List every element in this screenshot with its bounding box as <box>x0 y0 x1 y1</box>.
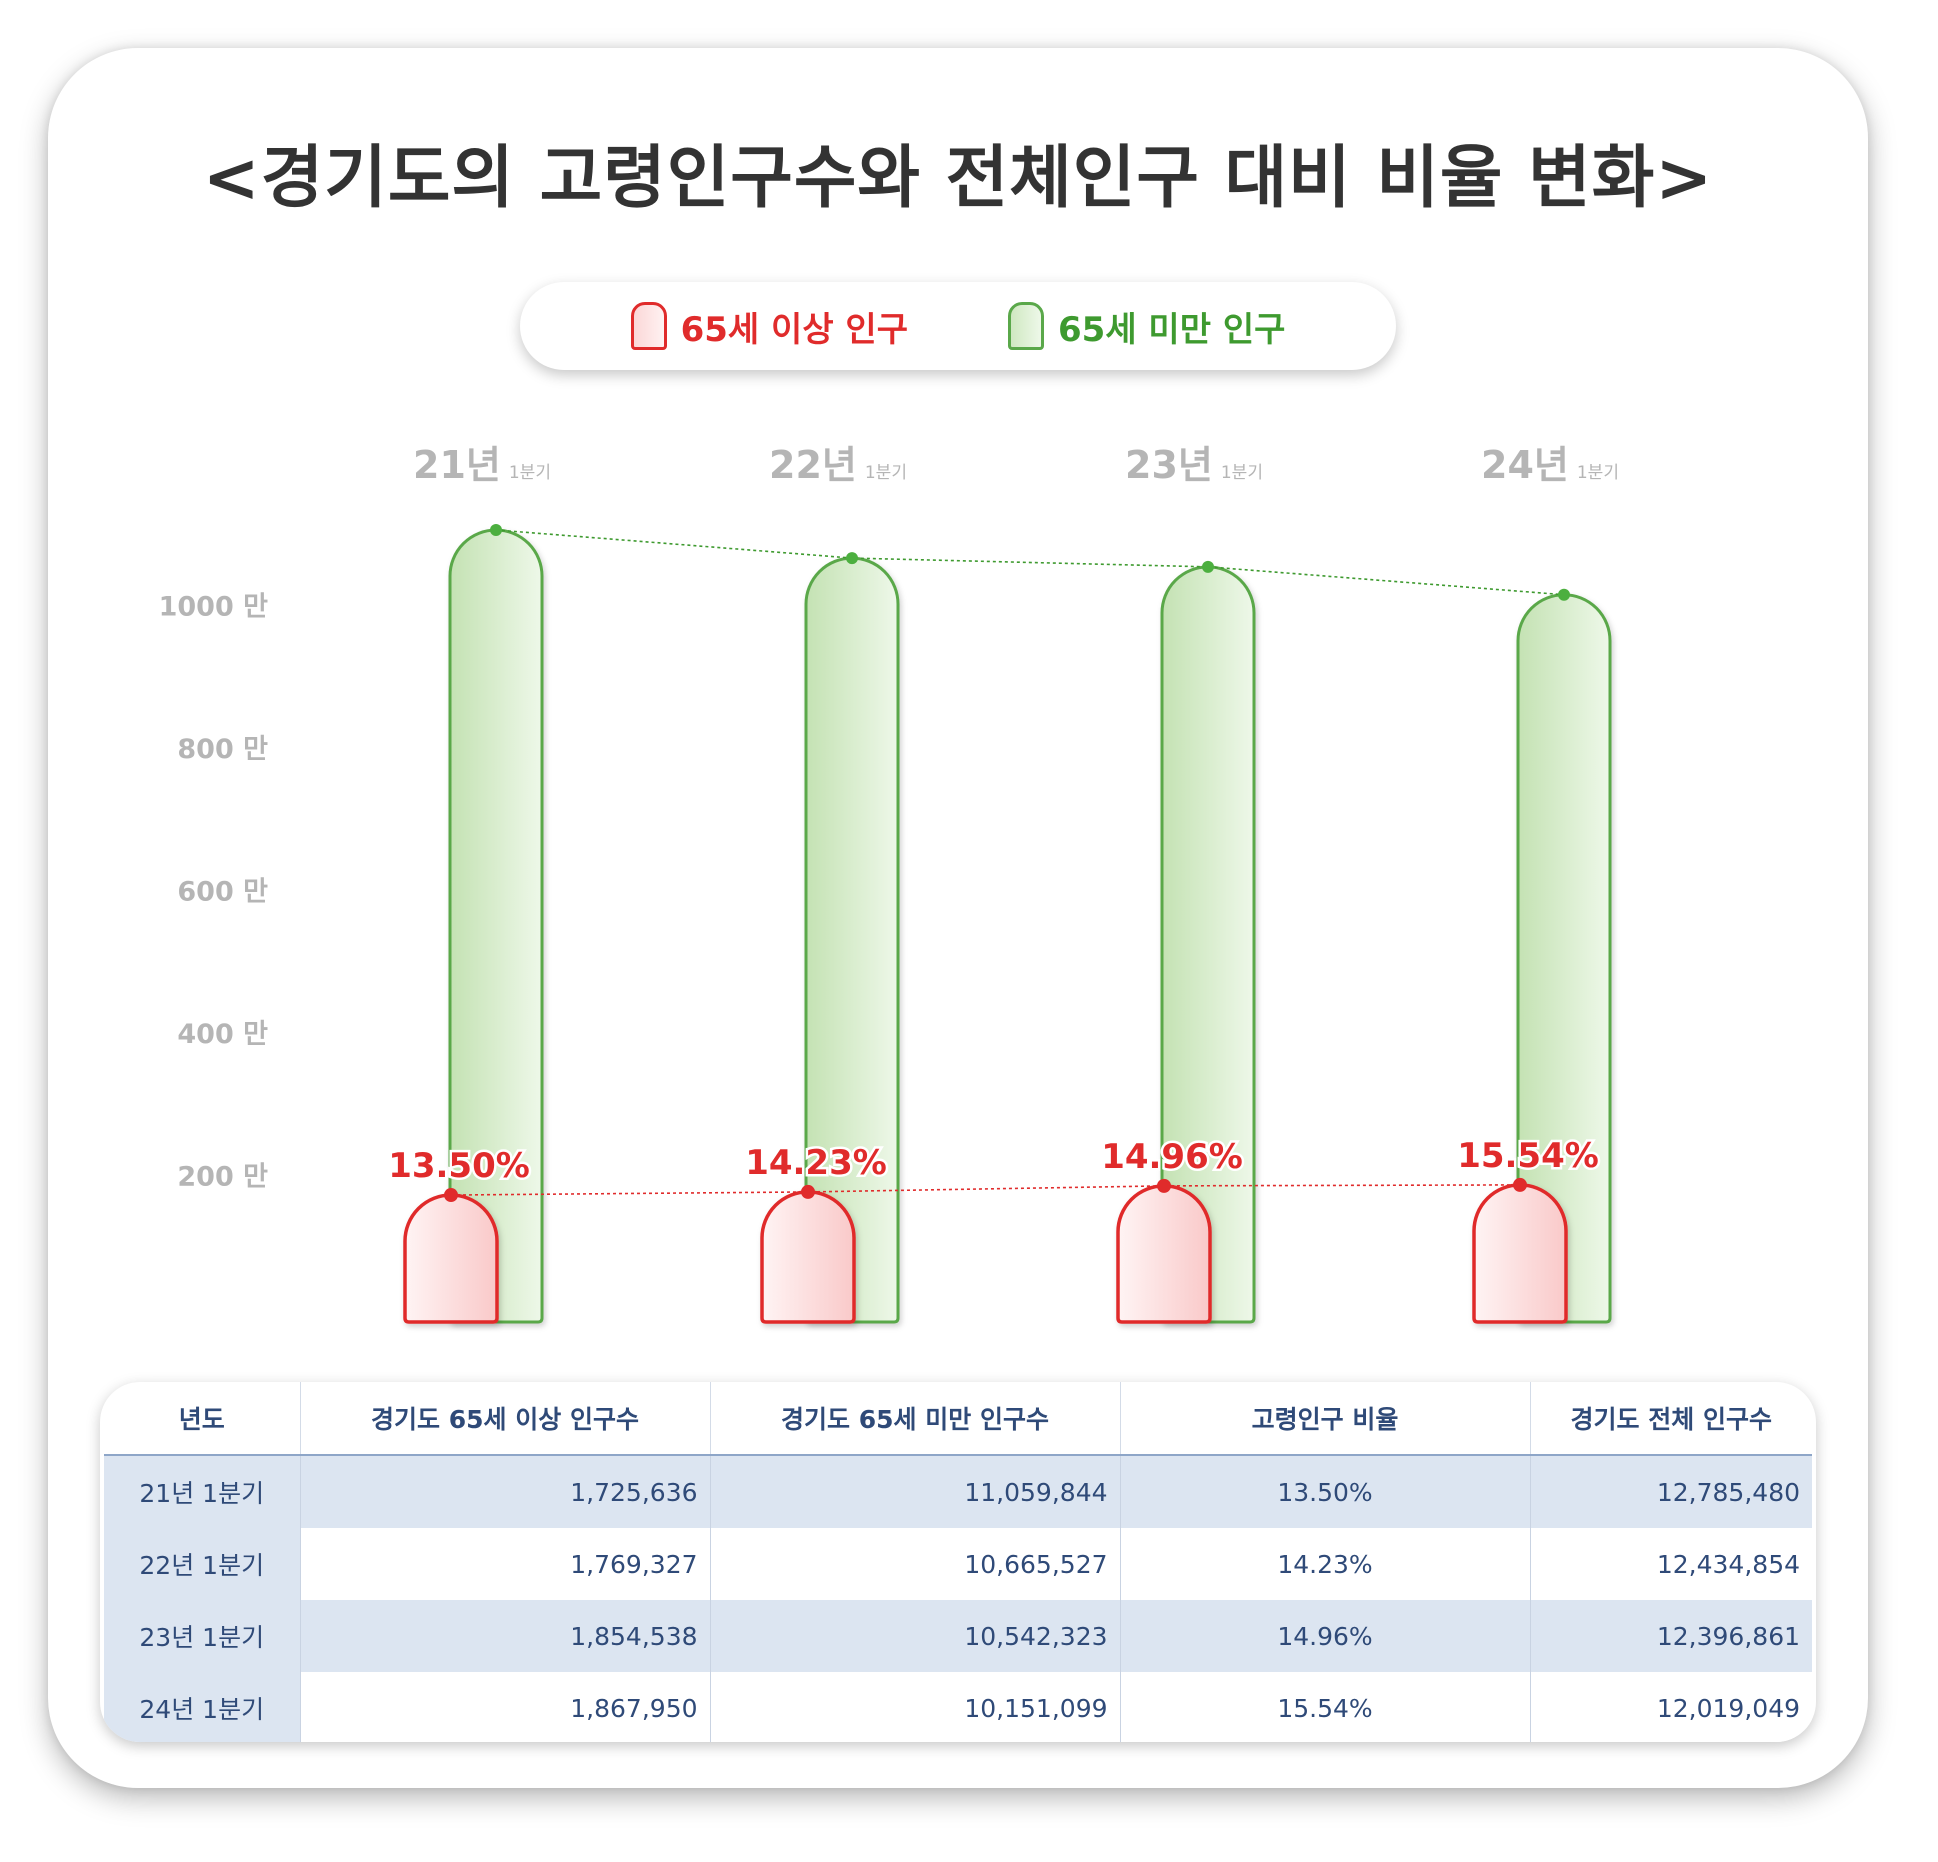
data-table: 년도 경기도 65세 이상 인구수 경기도 65세 미만 인구수 고령인구 비율… <box>104 1382 1812 1742</box>
table-cell-year: 21년 1분기 <box>104 1455 300 1528</box>
table-header-year: 년도 <box>104 1382 300 1456</box>
series-elderly <box>403 1183 1568 1324</box>
table-row: 21년 1분기 1,725,636 11,059,844 13.50% 12,7… <box>104 1455 1812 1528</box>
ratio-label: 15.54% <box>1457 1136 1599 1176</box>
table-cell-ratio: 14.96% <box>1119 1600 1530 1672</box>
legend-swatch-non-elderly <box>1008 302 1044 350</box>
point-elderly <box>801 1184 815 1199</box>
bar-elderly <box>760 1190 856 1324</box>
x-tick-label: 21년 1분기 <box>413 443 551 487</box>
ratio-label: 13.50% <box>388 1146 530 1186</box>
y-tick-label: 200 만 <box>177 1162 268 1193</box>
table-header-non-elderly: 경기도 65세 미만 인구수 <box>709 1382 1120 1456</box>
table-cell-total: 12,434,854 <box>1529 1528 1812 1600</box>
legend-swatch-elderly <box>630 302 667 350</box>
point-non-elderly <box>490 523 502 536</box>
y-tick-label: 1000 만 <box>159 592 269 623</box>
table-cell-total: 12,396,861 <box>1529 1600 1812 1672</box>
point-non-elderly <box>846 552 858 565</box>
table-cell-non-elderly: 10,665,527 <box>709 1528 1120 1600</box>
x-axis-labels: 21년 1분기 22년 1분기 23년 1분기 24년 1분기 <box>413 443 1619 487</box>
legend-label-non-elderly: 65세 미만 인구 <box>1058 309 1286 350</box>
table-cell-non-elderly: 11,059,844 <box>709 1455 1120 1528</box>
ratio-labels: 13.50% 14.23% 14.96% 15.54% <box>386 1133 1602 1188</box>
table-cell-non-elderly: 10,151,099 <box>709 1672 1120 1742</box>
data-table-container: 년도 경기도 65세 이상 인구수 경기도 65세 미만 인구수 고령인구 비율… <box>100 1382 1816 1742</box>
table-cell-elderly: 1,867,950 <box>299 1672 710 1742</box>
series-non-elderly <box>448 528 1612 1324</box>
table-cell-ratio: 13.50% <box>1119 1455 1530 1528</box>
point-non-elderly <box>1202 560 1214 573</box>
point-elderly <box>1513 1177 1527 1192</box>
table-header-total: 경기도 전체 인구수 <box>1529 1382 1812 1456</box>
legend: 65세 이상 인구 65세 미만 인구 <box>520 282 1396 370</box>
point-non-elderly <box>1558 588 1570 601</box>
point-elderly <box>444 1188 458 1203</box>
table-row: 24년 1분기 1,867,950 10,151,099 15.54% 12,0… <box>104 1672 1812 1742</box>
y-tick-label: 400 만 <box>177 1019 268 1050</box>
y-tick-label: 800 만 <box>177 734 268 765</box>
trend-lines <box>444 523 1570 1203</box>
table-header-ratio: 고령인구 비율 <box>1119 1382 1530 1456</box>
ratio-label: 14.23% <box>745 1143 887 1183</box>
table-cell-total: 12,785,480 <box>1529 1455 1812 1528</box>
table-cell-ratio: 15.54% <box>1119 1672 1530 1742</box>
x-tick-label: 22년 1분기 <box>769 443 907 487</box>
table-row: 23년 1분기 1,854,538 10,542,323 14.96% 12,3… <box>104 1600 1812 1672</box>
trend-line-non-elderly <box>495 529 1565 596</box>
table-cell-year: 23년 1분기 <box>104 1600 300 1672</box>
table-cell-elderly: 1,769,327 <box>299 1528 710 1600</box>
table-cell-elderly: 1,854,538 <box>299 1600 710 1672</box>
table-cell-non-elderly: 10,542,323 <box>709 1600 1120 1672</box>
legend-item-elderly: 65세 이상 인구 <box>630 302 908 351</box>
table-cell-total: 12,019,049 <box>1529 1672 1812 1742</box>
table-header-elderly: 경기도 65세 이상 인구수 <box>299 1382 710 1456</box>
table-cell-ratio: 14.23% <box>1119 1528 1530 1600</box>
legend-label-elderly: 65세 이상 인구 <box>680 309 908 350</box>
bar-elderly <box>1472 1183 1568 1324</box>
x-tick-label: 24년 1분기 <box>1481 443 1619 487</box>
trend-line-elderly <box>450 1184 1521 1196</box>
x-tick-label: 23년 1분기 <box>1125 443 1263 487</box>
y-tick-label: 600 만 <box>177 877 268 908</box>
table-row: 22년 1분기 1,769,327 10,665,527 14.23% 12,4… <box>104 1528 1812 1600</box>
chart-title: <경기도의 고령인구수와 전체인구 대비 비율 변화> <box>202 139 1714 218</box>
ratio-label: 14.96% <box>1101 1137 1243 1177</box>
point-elderly <box>1157 1178 1171 1193</box>
bar-elderly <box>1116 1184 1212 1324</box>
y-axis: 200 만 400 만 600 만 800 만 1000 만 <box>159 592 269 1193</box>
table-cell-elderly: 1,725,636 <box>299 1455 710 1528</box>
bar-elderly <box>403 1193 499 1324</box>
table-cell-year: 24년 1분기 <box>104 1672 300 1742</box>
table-cell-year: 22년 1분기 <box>104 1528 300 1600</box>
legend-item-non-elderly: 65세 미만 인구 <box>1008 302 1285 351</box>
table-header-row: 년도 경기도 65세 이상 인구수 경기도 65세 미만 인구수 고령인구 비율… <box>104 1382 1812 1456</box>
